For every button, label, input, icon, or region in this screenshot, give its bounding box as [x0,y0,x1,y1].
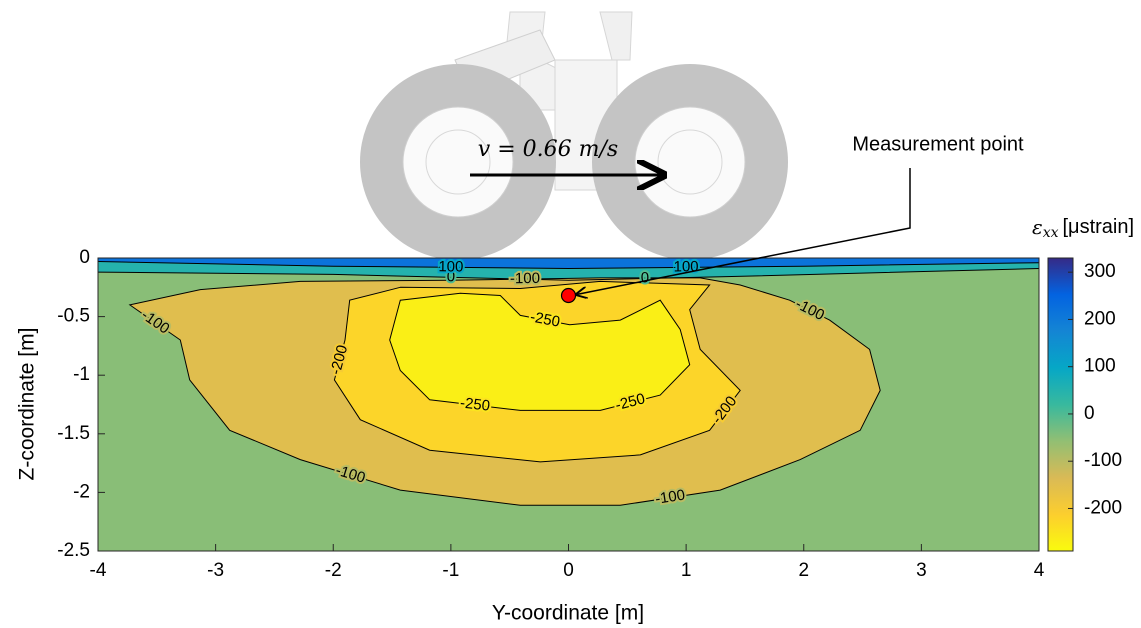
contour-line [98,261,1039,270]
colorbar-tick-label: -100 [1084,450,1122,471]
x-axis-label: Y-coordinate [m] [492,602,644,625]
contour-lines [98,261,1039,506]
annotation-label: Measurement point [852,133,1024,155]
colorbar [1047,257,1074,552]
colorbar-tick-label: 200 [1084,308,1116,329]
contour-line [389,292,691,411]
x-tick-label: -2 [325,560,342,581]
x-tick-label: -4 [90,560,107,581]
velocity-label: v = 0.66 m/s [478,137,618,162]
x-tick-label: 4 [1034,560,1045,581]
x-tick-label: 0 [563,560,574,581]
contour-label: 100 [438,258,463,275]
y-tick-label: -0.5 [57,306,90,327]
colorbar-subscript: xx [1043,225,1059,241]
contour-line [333,280,741,463]
colorbar-tick-label: -200 [1084,497,1122,518]
contour-line [128,277,881,506]
y-axis-label: Z-coordinate [m] [16,328,39,481]
y-tick-label: 0 [79,247,90,268]
colorbar-unit: [μstrain] [1062,216,1134,238]
contour-label: -100 [510,270,540,287]
x-tick-label: 1 [681,560,692,581]
field [98,258,1039,551]
colorbar-tick-label: 0 [1084,403,1095,424]
y-tick-label: -2 [73,481,90,502]
x-tick-label: 3 [916,560,927,581]
x-tick-label: -1 [442,560,459,581]
contour-label: 0 [641,269,650,286]
y-tick-label: -2.5 [57,540,90,561]
colorbar-tick-label: 300 [1084,261,1116,282]
colorbar-label: εxx [μstrain] [1032,215,1134,242]
contour-label: -250 [459,394,491,414]
measurement-point [560,287,577,304]
colorbar-symbol: ε [1032,215,1043,239]
contour-fill [389,293,690,411]
y-tick-label: -1 [73,364,90,385]
annotation-leader [577,168,911,295]
contour-label: 0 [447,268,456,285]
y-tick-label: -1.5 [57,423,90,444]
contour-line [98,268,1039,281]
colorbar-tick-label: 100 [1084,356,1116,377]
vehicle-illustration [360,11,788,260]
x-tick-label: 2 [798,560,809,581]
x-tick-label: -3 [207,560,224,581]
